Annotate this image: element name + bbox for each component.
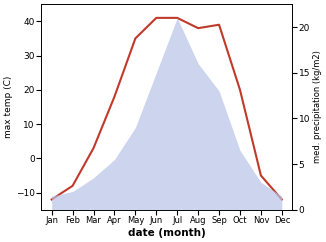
Y-axis label: max temp (C): max temp (C)	[4, 76, 13, 138]
X-axis label: date (month): date (month)	[128, 228, 206, 238]
Y-axis label: med. precipitation (kg/m2): med. precipitation (kg/m2)	[313, 51, 322, 163]
